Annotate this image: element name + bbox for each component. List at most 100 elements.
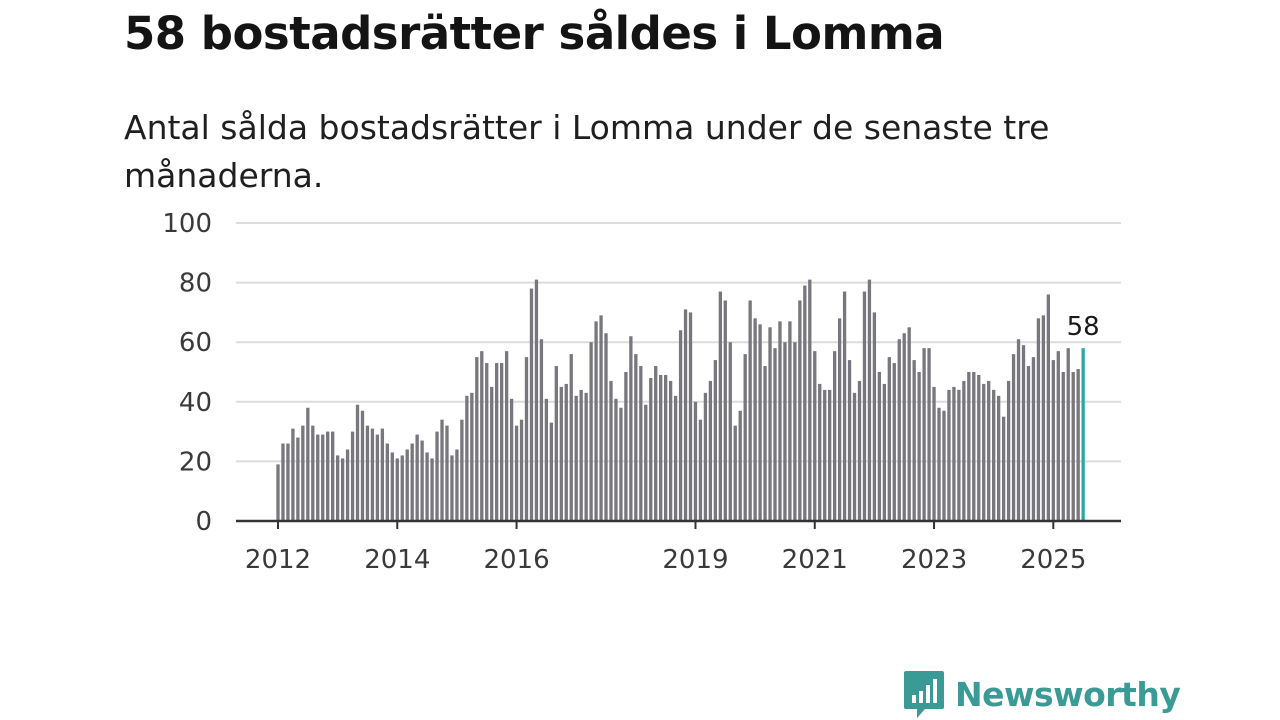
- bar: [564, 383, 568, 521]
- bar: [892, 363, 896, 521]
- bar: [1026, 366, 1031, 521]
- bar: [847, 360, 852, 521]
- bar: [1006, 380, 1011, 521]
- bar: [793, 342, 797, 521]
- bar: [698, 419, 703, 521]
- bar: [554, 366, 558, 521]
- bar: [286, 443, 290, 521]
- bar: [763, 366, 767, 521]
- bar: [335, 455, 340, 521]
- y-tick-label: 80: [179, 269, 212, 299]
- bar: [395, 458, 399, 521]
- bar: [778, 321, 782, 521]
- bar: [599, 315, 603, 521]
- x-tick-label: 2014: [364, 545, 430, 575]
- bar: [758, 324, 762, 521]
- bar: [405, 449, 409, 521]
- chart-title: 58 bostadsrätter såldes i Lomma: [124, 7, 945, 60]
- bar: [728, 342, 732, 521]
- bar: [882, 383, 886, 521]
- bar: [1076, 369, 1080, 521]
- x-tick-label: 2012: [245, 545, 311, 575]
- bar: [594, 321, 598, 521]
- bar: [678, 330, 683, 521]
- tick-labels: 0 20 40 60 80 100 2012 2014 2016 2019 2021 2023 2025…: [162, 209, 1099, 575]
- bar: [291, 428, 295, 521]
- bar: [604, 333, 608, 521]
- bar: [574, 395, 578, 521]
- bar: [803, 285, 807, 521]
- bar: [897, 339, 901, 521]
- bar: [808, 279, 812, 521]
- bar: [673, 395, 678, 521]
- bar: [693, 401, 698, 521]
- y-tick-label: 20: [179, 447, 212, 477]
- bar: [813, 351, 817, 521]
- bar: [450, 455, 454, 521]
- bar: [828, 389, 832, 521]
- bar: [659, 374, 663, 521]
- bar: [1061, 372, 1065, 521]
- bar: [331, 431, 335, 521]
- bar: [355, 404, 360, 521]
- bar: [360, 410, 365, 521]
- bar: [519, 419, 524, 521]
- bar: [723, 300, 727, 521]
- newsworthy-chat-bar-icon: [904, 671, 944, 718]
- bar: [952, 386, 956, 521]
- bar: [1011, 354, 1016, 521]
- bar: [832, 351, 837, 521]
- bar: [569, 354, 573, 521]
- bar: [818, 383, 822, 521]
- bar: [1046, 294, 1050, 521]
- bar: [1066, 348, 1070, 521]
- bar: [410, 443, 414, 521]
- bar: [415, 434, 419, 521]
- y-tick-label: 100: [162, 209, 212, 239]
- chart-subtitle: Antal sålda bostadsrätter i Lomma under …: [124, 108, 1050, 195]
- bar: [609, 380, 613, 521]
- bar: [942, 410, 946, 521]
- bar: [877, 372, 882, 521]
- bar: [922, 348, 926, 521]
- brand-name: Newsworthy: [955, 674, 1181, 714]
- bar: [340, 458, 345, 521]
- bar: [440, 419, 444, 521]
- bar: [639, 366, 643, 521]
- bar: [1036, 318, 1041, 521]
- bar-latest: [1081, 348, 1085, 521]
- bar: [887, 357, 891, 521]
- bar: [480, 351, 484, 521]
- bar: [703, 392, 708, 521]
- bar: [1016, 339, 1021, 521]
- bar: [982, 383, 986, 521]
- bar: [1051, 360, 1055, 521]
- bar: [455, 449, 459, 521]
- x-tick-label: 2016: [483, 545, 549, 575]
- bar: [524, 357, 529, 521]
- bar: [997, 395, 1001, 521]
- bar: [321, 434, 325, 521]
- bar: [465, 395, 469, 521]
- bar: [1031, 357, 1036, 521]
- bar: [664, 374, 668, 521]
- bar: [683, 309, 688, 521]
- bar: [375, 434, 380, 521]
- bar: [967, 372, 971, 521]
- bar: [1041, 315, 1046, 521]
- bar: [1071, 372, 1075, 521]
- bar: [435, 431, 439, 521]
- bar: [852, 392, 857, 521]
- bar: [977, 374, 981, 521]
- bar: [733, 425, 737, 521]
- bar: [504, 351, 509, 521]
- bar: [306, 407, 310, 521]
- bars: [276, 279, 1085, 521]
- x-tick-label: 2021: [782, 545, 848, 575]
- bar: [932, 386, 936, 521]
- bar: [1001, 416, 1006, 521]
- bar: [345, 449, 350, 521]
- bar: [485, 363, 489, 521]
- bar: [475, 357, 479, 521]
- y-tick-label: 60: [179, 328, 212, 358]
